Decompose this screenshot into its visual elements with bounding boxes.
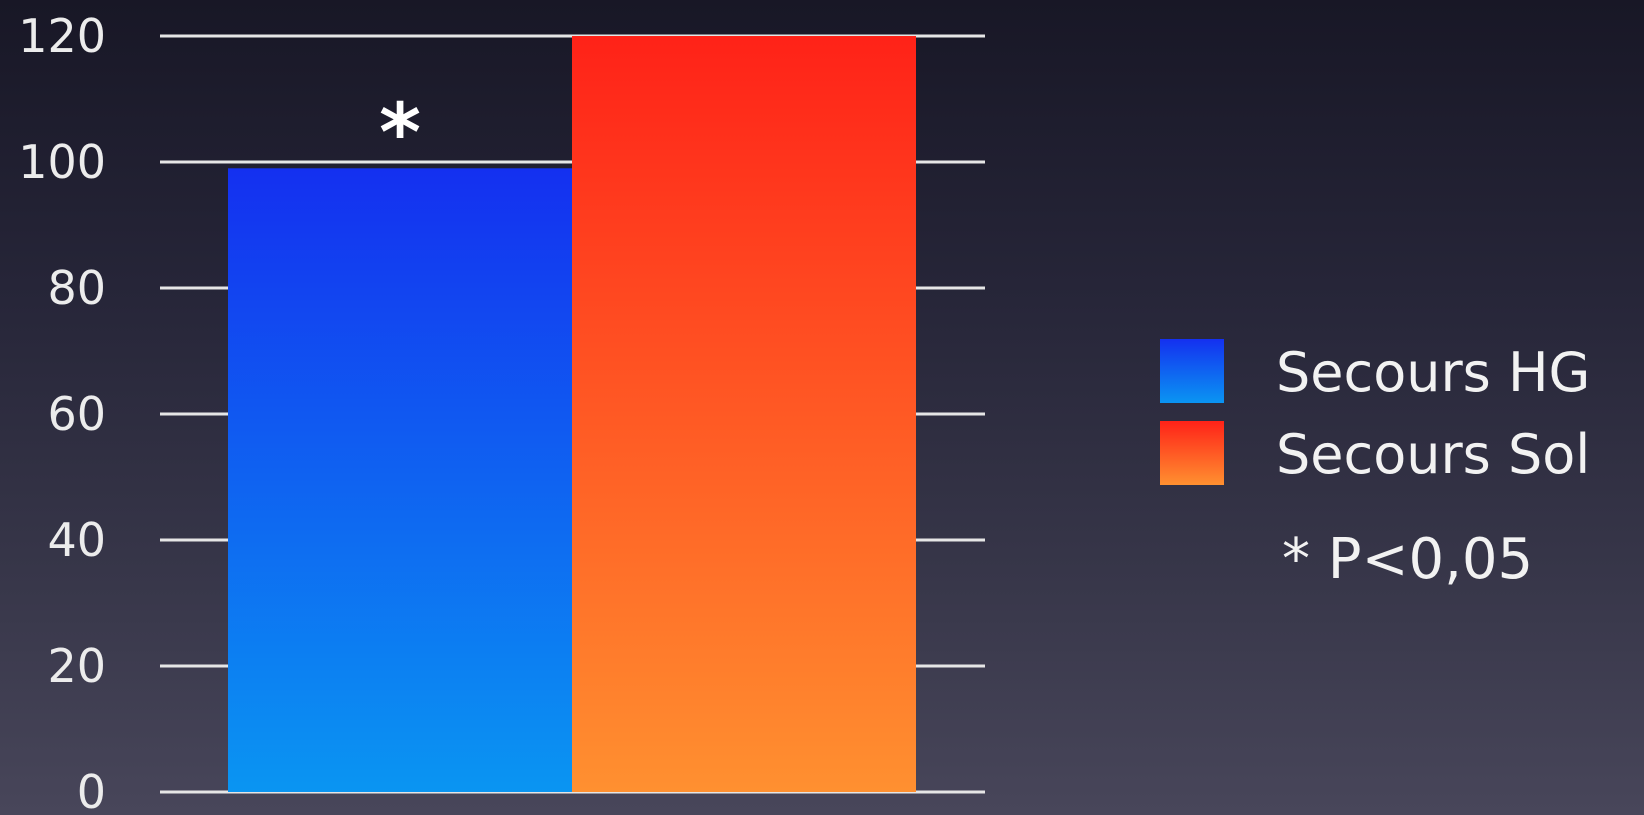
y-tick-label-80: 80 — [47, 261, 106, 315]
bar-secours-hg — [228, 168, 572, 793]
y-tick-label-0: 0 — [77, 765, 106, 815]
y-tick-label-20: 20 — [47, 639, 106, 693]
bars — [228, 36, 916, 793]
significance-star: * — [379, 86, 421, 179]
y-axis-tick-labels: 0 20 40 60 80 100 120 — [18, 9, 106, 815]
legend-swatch-secours-hg — [1160, 339, 1224, 403]
legend: Secours HG Secours Sol — [1160, 339, 1590, 486]
legend-label-secours-sol: Secours Sol — [1276, 423, 1590, 486]
y-tick-label-40: 40 — [47, 513, 106, 567]
y-tick-label-100: 100 — [18, 135, 106, 189]
y-tick-label-60: 60 — [47, 387, 106, 441]
legend-label-secours-hg: Secours HG — [1276, 341, 1590, 404]
y-tick-label-120: 120 — [18, 9, 106, 63]
legend-swatch-secours-sol — [1160, 421, 1224, 485]
significance-note: * P<0,05 — [1282, 527, 1533, 592]
bar-secours-sol — [572, 36, 916, 792]
